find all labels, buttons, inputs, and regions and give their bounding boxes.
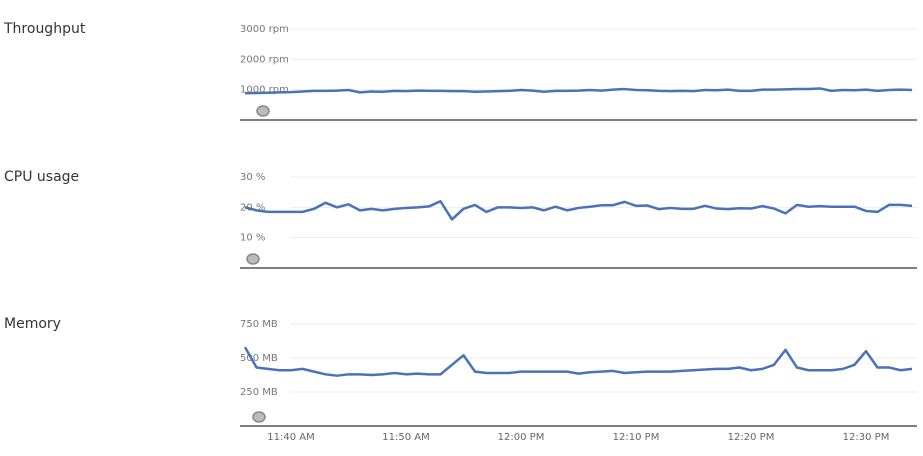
icons bbox=[246, 105, 270, 423]
x-tick-label: 11:50 AM bbox=[382, 432, 429, 443]
y-tick-label: 10 % bbox=[240, 233, 265, 244]
y-tick-label: 250 MB bbox=[240, 387, 278, 398]
y-tick-label: 3000 rpm bbox=[240, 24, 289, 35]
line-series bbox=[244, 200, 913, 221]
y-tick-label: 500 MB bbox=[240, 353, 278, 364]
y-tick-label: 750 MB bbox=[240, 319, 278, 330]
line-series bbox=[244, 87, 913, 95]
x-tick-label: 11:40 AM bbox=[267, 432, 314, 443]
x-tick-label: 12:00 PM bbox=[498, 432, 545, 443]
y-tick-label: 1000 rpm bbox=[240, 85, 289, 96]
y-tick-label: 30 % bbox=[240, 172, 265, 183]
x-tick-label: 12:10 PM bbox=[613, 432, 660, 443]
x-tick-label: 12:20 PM bbox=[728, 432, 775, 443]
chart-title: CPU usage bbox=[4, 169, 79, 185]
chart-title: Throughput bbox=[3, 21, 86, 37]
x-tick-label: 12:30 PM bbox=[843, 432, 890, 443]
chart-title: Memory bbox=[4, 316, 61, 332]
line-series bbox=[243, 346, 913, 377]
y-tick-label: 20 % bbox=[240, 202, 265, 213]
status-icon bbox=[252, 411, 266, 423]
status-icon bbox=[246, 253, 260, 265]
y-tick-label: 2000 rpm bbox=[240, 54, 289, 65]
status-icon bbox=[256, 105, 270, 117]
